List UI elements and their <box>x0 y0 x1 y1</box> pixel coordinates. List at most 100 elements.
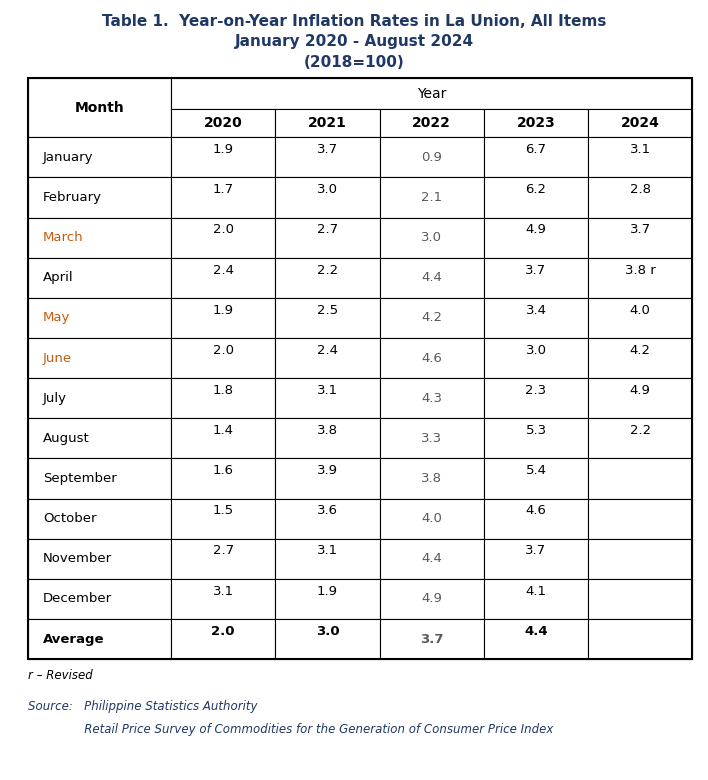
Bar <box>484 459 588 498</box>
Text: 5.4: 5.4 <box>525 464 547 477</box>
Bar <box>588 619 692 659</box>
Bar <box>379 177 484 218</box>
Text: Retail Price Survey of Commodities for the Generation of Consumer Price Index: Retail Price Survey of Commodities for t… <box>28 723 554 736</box>
Text: 3.1: 3.1 <box>212 585 234 597</box>
Text: 2.7: 2.7 <box>212 544 234 558</box>
Bar <box>171 498 275 539</box>
Text: 2.5: 2.5 <box>317 303 338 317</box>
Text: 2.0: 2.0 <box>212 223 234 236</box>
Text: 3.8: 3.8 <box>317 424 338 437</box>
Bar <box>484 378 588 418</box>
Bar <box>484 218 588 257</box>
Text: 3.6: 3.6 <box>317 505 338 517</box>
Text: March: March <box>43 231 84 244</box>
Bar <box>28 498 171 539</box>
Bar <box>28 418 171 459</box>
Text: Month: Month <box>75 101 125 115</box>
Bar <box>588 579 692 619</box>
Bar <box>379 257 484 298</box>
Text: 4.2: 4.2 <box>630 344 651 356</box>
Text: Average: Average <box>43 633 105 646</box>
Bar <box>171 378 275 418</box>
Bar <box>588 418 692 459</box>
Text: 2.2: 2.2 <box>629 424 651 437</box>
Text: February: February <box>43 191 102 204</box>
Bar <box>275 619 379 659</box>
Bar <box>379 218 484 257</box>
Bar <box>171 418 275 459</box>
Text: 2020: 2020 <box>204 116 243 130</box>
Text: 1.7: 1.7 <box>212 183 234 197</box>
Bar <box>28 619 171 659</box>
Bar <box>28 257 171 298</box>
Text: 3.0: 3.0 <box>525 344 547 356</box>
Text: 4.4: 4.4 <box>421 552 442 566</box>
Text: 3.8 r: 3.8 r <box>625 264 656 276</box>
Bar <box>275 137 379 177</box>
Bar <box>379 579 484 619</box>
Text: 2023: 2023 <box>517 116 555 130</box>
Bar <box>171 298 275 338</box>
Text: 3.7: 3.7 <box>525 264 547 276</box>
Bar <box>379 137 484 177</box>
Text: January: January <box>43 151 93 164</box>
Bar <box>275 177 379 218</box>
Bar <box>379 378 484 418</box>
Text: 1.6: 1.6 <box>212 464 234 477</box>
Text: 3.1: 3.1 <box>317 384 338 397</box>
Text: 2.3: 2.3 <box>525 384 547 397</box>
Bar <box>588 498 692 539</box>
Text: 2.7: 2.7 <box>317 223 338 236</box>
Bar <box>275 579 379 619</box>
Text: 3.1: 3.1 <box>317 544 338 558</box>
Bar <box>379 539 484 579</box>
Text: August: August <box>43 432 90 445</box>
Bar <box>171 218 275 257</box>
Bar <box>484 338 588 378</box>
Bar <box>588 257 692 298</box>
Text: 3.7: 3.7 <box>420 633 443 646</box>
Text: 3.3: 3.3 <box>421 432 442 445</box>
Text: January 2020 - August 2024: January 2020 - August 2024 <box>234 34 474 49</box>
Bar <box>588 338 692 378</box>
Text: 2.8: 2.8 <box>630 183 651 197</box>
Bar <box>484 619 588 659</box>
Text: 6.2: 6.2 <box>525 183 547 197</box>
Bar <box>379 619 484 659</box>
Text: 4.9: 4.9 <box>421 592 442 605</box>
Bar <box>484 177 588 218</box>
Text: 4.0: 4.0 <box>630 303 651 317</box>
Bar <box>171 619 275 659</box>
Text: September: September <box>43 472 117 485</box>
Text: 3.7: 3.7 <box>317 143 338 156</box>
Text: Year: Year <box>417 87 447 101</box>
Bar <box>28 177 171 218</box>
Bar <box>484 109 588 137</box>
Bar <box>28 298 171 338</box>
Bar <box>275 257 379 298</box>
Text: November: November <box>43 552 112 566</box>
Text: June: June <box>43 352 72 364</box>
Text: 0.9: 0.9 <box>421 151 442 164</box>
Text: 4.2: 4.2 <box>421 311 442 324</box>
Text: 3.4: 3.4 <box>525 303 547 317</box>
Text: 4.4: 4.4 <box>524 625 548 638</box>
Text: 2.2: 2.2 <box>317 264 338 276</box>
Bar <box>275 459 379 498</box>
Bar <box>171 109 275 137</box>
Bar <box>171 459 275 498</box>
Text: 5.3: 5.3 <box>525 424 547 437</box>
Bar <box>588 459 692 498</box>
Bar <box>28 137 171 177</box>
Text: r – Revised: r – Revised <box>28 669 93 682</box>
Text: 3.9: 3.9 <box>317 464 338 477</box>
Text: Source:   Philippine Statistics Authority: Source: Philippine Statistics Authority <box>28 700 258 713</box>
Bar <box>28 539 171 579</box>
Bar <box>171 579 275 619</box>
Bar <box>588 137 692 177</box>
Text: 6.7: 6.7 <box>525 143 547 156</box>
Bar <box>379 418 484 459</box>
Bar <box>275 298 379 338</box>
Text: Table 1.  Year-on-Year Inflation Rates in La Union, All Items: Table 1. Year-on-Year Inflation Rates in… <box>102 14 606 29</box>
Bar <box>275 418 379 459</box>
